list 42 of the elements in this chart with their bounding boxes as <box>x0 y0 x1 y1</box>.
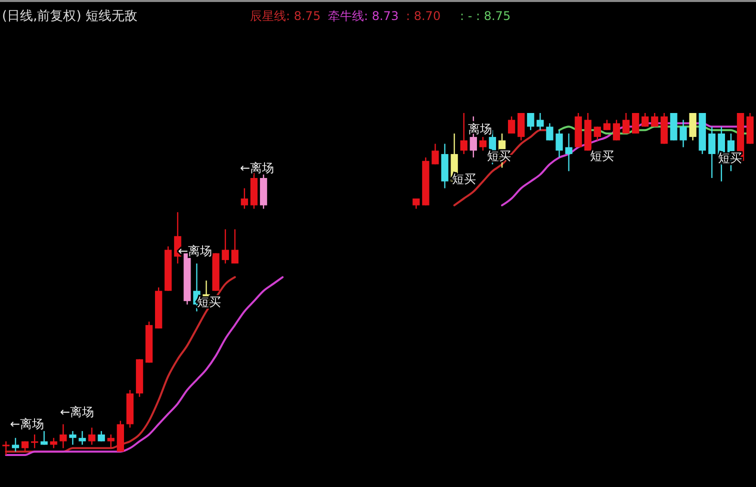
candlestick <box>518 112 525 141</box>
candlestick <box>69 430 76 446</box>
candlestick <box>12 437 20 452</box>
annotation: ←离场 <box>10 417 44 431</box>
candlestick <box>432 143 439 165</box>
annotation: ←离场 <box>240 161 274 175</box>
candlestick <box>412 198 420 210</box>
candlestick <box>222 228 229 264</box>
candlestick <box>680 119 687 148</box>
chart-title: (日线,前复权) 短线无敌 <box>2 9 138 24</box>
candlestick <box>689 112 696 141</box>
candlestick <box>622 112 630 134</box>
annotation: 短买 <box>590 149 614 163</box>
candlestick <box>527 112 534 131</box>
text: 牵牛线: 8.73 <box>328 9 399 23</box>
candlestick <box>107 434 114 449</box>
candlestick <box>460 112 468 155</box>
annotation: ←离场 <box>60 405 94 419</box>
candlestick <box>632 112 640 134</box>
candlestick <box>508 116 516 134</box>
candlestick <box>60 424 67 449</box>
candlestick <box>536 112 544 131</box>
candlestick <box>31 434 38 449</box>
text: 辰星线: 8.75 <box>250 9 321 23</box>
candlestick <box>642 112 649 128</box>
candlestick <box>231 228 238 264</box>
candlestick <box>98 430 105 442</box>
text: : 8.70 <box>406 9 441 23</box>
candlestick <box>240 188 248 210</box>
text: : - : 8.75 <box>460 9 511 23</box>
candlestick <box>479 136 487 152</box>
candlestick <box>565 132 572 172</box>
candlestick <box>2 440 10 456</box>
candlestick <box>708 126 716 179</box>
candlestick <box>612 119 620 141</box>
candlestick <box>546 122 554 141</box>
candlestick <box>594 126 601 141</box>
candlestick <box>651 112 658 128</box>
candlestick <box>88 427 96 446</box>
candlestick <box>78 430 86 446</box>
annotation: 短买 <box>452 172 476 186</box>
candlestick <box>556 130 563 158</box>
